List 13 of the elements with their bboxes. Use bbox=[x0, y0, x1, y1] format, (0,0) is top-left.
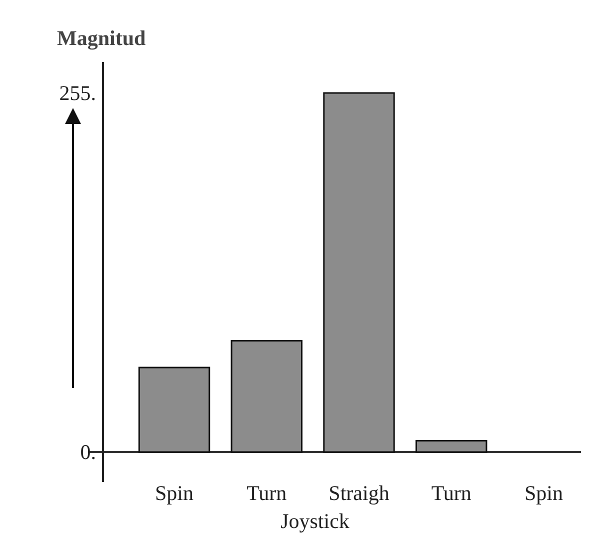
x-tick-label: Spin bbox=[524, 481, 564, 505]
bar bbox=[230, 340, 302, 453]
y-axis-title: Magnitud bbox=[57, 26, 146, 50]
bar bbox=[323, 92, 395, 453]
bar bbox=[138, 366, 210, 453]
x-tick-label: Turn bbox=[431, 481, 472, 505]
x-axis-title: Joystick bbox=[280, 509, 350, 533]
y-tick-label: 0. bbox=[80, 440, 96, 464]
x-tick-label: Straigh bbox=[328, 481, 390, 505]
x-tick-label: Turn bbox=[246, 481, 288, 505]
x-tick-label: Spin bbox=[155, 481, 194, 505]
bar bbox=[416, 440, 488, 453]
y-tick-label: 255. bbox=[59, 80, 96, 105]
